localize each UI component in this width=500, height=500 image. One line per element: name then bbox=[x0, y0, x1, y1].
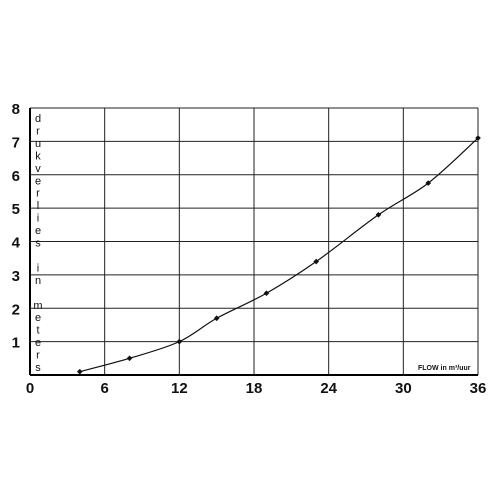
y-tick-label: 7 bbox=[12, 134, 20, 151]
y-axis-label-char: e bbox=[35, 337, 41, 349]
data-point bbox=[126, 355, 133, 362]
y-axis-label-char: r bbox=[36, 188, 40, 200]
data-points bbox=[76, 135, 481, 375]
y-axis-label-char: t bbox=[36, 325, 39, 337]
x-tick-label: 12 bbox=[171, 380, 188, 397]
y-tick-label: 3 bbox=[12, 268, 20, 285]
y-axis-label-char: r bbox=[36, 125, 40, 137]
y-tick-label: 8 bbox=[12, 101, 20, 118]
data-point bbox=[375, 211, 382, 218]
y-axis-label-char: d bbox=[35, 113, 41, 125]
x-tick-label: 30 bbox=[395, 380, 412, 397]
x-tick-label: 24 bbox=[320, 380, 337, 397]
data-point bbox=[263, 290, 270, 297]
y-tick-label: 2 bbox=[12, 301, 20, 318]
y-axis-label-char: e bbox=[35, 312, 41, 324]
y-axis-label-char: s bbox=[35, 362, 41, 374]
y-axis-label-char: r bbox=[36, 350, 40, 362]
data-point bbox=[425, 180, 432, 186]
x-tick-label: 0 bbox=[26, 380, 34, 397]
x-tick-label: 6 bbox=[100, 380, 108, 397]
data-point bbox=[213, 315, 220, 322]
y-axis-label-char: l bbox=[37, 200, 39, 212]
series-line bbox=[79, 137, 479, 373]
y-axis-label-char: i bbox=[37, 262, 39, 274]
data-point bbox=[475, 135, 481, 141]
y-axis-label-char: i bbox=[37, 213, 39, 225]
y-axis-label-char: e bbox=[35, 225, 41, 237]
y-axis-label-char: m bbox=[33, 300, 42, 312]
x-tick-labels: 0 6 12 18 24 30 36 bbox=[26, 380, 487, 397]
y-axis-label-char: u bbox=[35, 138, 41, 150]
axes bbox=[29, 108, 478, 376]
y-axis-label-char: n bbox=[35, 275, 41, 287]
y-axis-label-char: e bbox=[35, 175, 41, 187]
data-point bbox=[176, 338, 183, 345]
y-tick-label: 6 bbox=[12, 168, 20, 185]
y-axis-label-char: s bbox=[35, 238, 41, 250]
y-tick-label: 4 bbox=[12, 235, 21, 252]
y-axis-label-char: k bbox=[35, 150, 41, 162]
x-tick-label: 18 bbox=[246, 380, 263, 397]
data-point bbox=[76, 368, 83, 375]
data-point bbox=[313, 258, 320, 265]
y-tick-label: 5 bbox=[12, 201, 20, 218]
x-axis-label: FLOW in m³/uur bbox=[418, 365, 471, 372]
y-tick-label: 1 bbox=[12, 335, 20, 352]
y-axis-label-char: v bbox=[35, 163, 41, 175]
grid bbox=[30, 107, 479, 375]
x-tick-label: 36 bbox=[470, 380, 487, 397]
y-tick-labels: 1 2 3 4 5 6 7 8 bbox=[12, 101, 21, 352]
